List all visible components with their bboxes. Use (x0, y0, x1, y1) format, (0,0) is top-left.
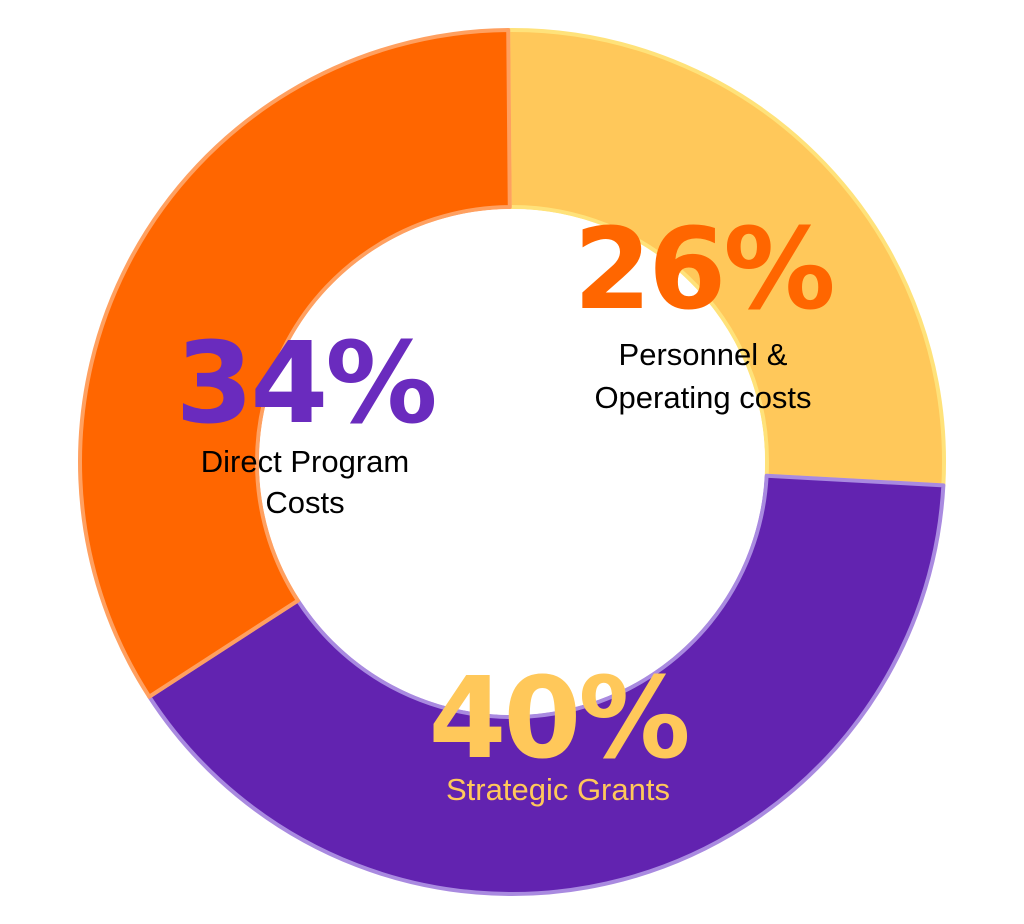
slice-category-label: Personnel & (619, 337, 788, 372)
donut-slice (78, 28, 512, 699)
slice-category-label: Costs (265, 485, 344, 520)
slice-category-label: Direct Program (201, 444, 409, 479)
slice-category-label: Operating costs (594, 380, 811, 415)
slice-category-label: Strategic Grants (446, 772, 670, 807)
slice-percent-label: 34% (175, 319, 434, 449)
slice-percent-label: 26% (573, 205, 832, 335)
slice-percent-label: 40% (428, 654, 687, 784)
donut-hole (259, 209, 765, 715)
donut-slice (506, 28, 946, 488)
donut-slice (147, 473, 946, 896)
